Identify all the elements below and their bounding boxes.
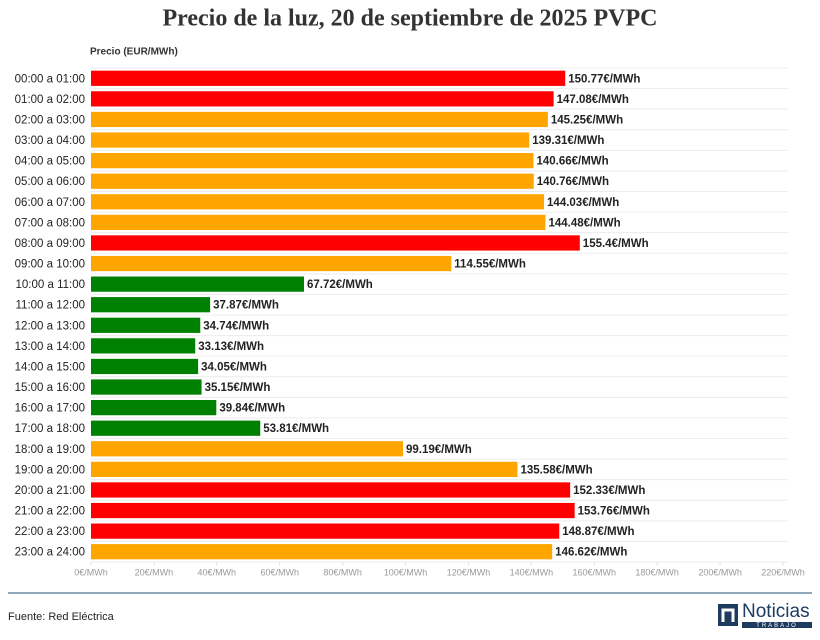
logo-name: Noticias <box>742 601 810 622</box>
x-tick-label: 120€/MWh <box>447 567 491 577</box>
value-label: 150.77€/MWh <box>568 73 640 85</box>
value-label: 144.03€/MWh <box>547 197 619 209</box>
value-label: 153.76€/MWh <box>578 506 650 518</box>
x-tick-label: 200€/MWh <box>698 567 742 577</box>
value-label: 147.08€/MWh <box>557 94 629 106</box>
y-tick-label: 16:00 a 17:00 <box>15 403 85 415</box>
y-tick-label: 10:00 a 11:00 <box>16 279 86 291</box>
bar <box>91 214 546 230</box>
bar <box>91 317 201 333</box>
x-tick-label: 100€/MWh <box>384 567 428 577</box>
y-tick-label: 18:00 a 19:00 <box>15 444 85 456</box>
x-tick-label: 160€/MWh <box>573 567 617 577</box>
y-tick-label: 01:00 a 02:00 <box>15 94 85 106</box>
bar <box>91 153 534 169</box>
axis-label: Precio (EUR/MWh) <box>90 47 178 58</box>
x-tick-label: 220€/MWh <box>761 567 805 577</box>
y-tick-label: 08:00 a 09:00 <box>15 238 85 250</box>
y-tick-label: 17:00 a 18:00 <box>15 423 85 435</box>
bar <box>91 194 545 210</box>
value-label: 155.4€/MWh <box>583 238 649 250</box>
y-tick-label: 23:00 a 24:00 <box>15 547 85 559</box>
value-label: 146.62€/MWh <box>555 547 627 559</box>
y-tick-label: 22:00 a 23:00 <box>15 526 85 538</box>
source: Fuente: Red Eléctrica <box>8 611 115 623</box>
chart-title: Precio de la luz, 20 de septiembre de 20… <box>162 6 657 32</box>
y-tick-label: 14:00 a 15:00 <box>15 361 85 373</box>
x-tick-label: 80€/MWh <box>323 567 362 577</box>
bar <box>91 523 560 539</box>
logo-glyph <box>721 608 735 622</box>
x-tick-label: 0€/MWh <box>74 567 108 577</box>
bar <box>91 400 217 416</box>
y-tick-label: 09:00 a 10:00 <box>15 259 85 271</box>
bar <box>91 502 575 519</box>
y-tick-label: 11:00 a 12:00 <box>16 300 86 312</box>
value-label: 152.33€/MWh <box>573 485 645 497</box>
bar <box>91 338 196 354</box>
y-tick-label: 04:00 a 05:00 <box>15 156 85 168</box>
value-label: 140.76€/MWh <box>537 176 609 188</box>
y-tick-label: 02:00 a 03:00 <box>15 114 85 126</box>
logo-bar <box>742 622 812 628</box>
bar <box>91 255 452 272</box>
value-label: 34.05€/MWh <box>201 361 267 373</box>
x-tick-label: 140€/MWh <box>510 567 554 577</box>
value-label: 148.87€/MWh <box>562 526 634 538</box>
y-tick-label: 07:00 a 08:00 <box>15 217 85 229</box>
bar <box>91 91 554 107</box>
x-tick-label: 60€/MWh <box>260 567 299 577</box>
bar <box>91 358 199 375</box>
bar <box>91 420 261 436</box>
x-tick-label: 180€/MWh <box>635 567 679 577</box>
bar <box>91 441 403 457</box>
y-tick-label: 19:00 a 20:00 <box>15 464 85 476</box>
value-label: 34.74€/MWh <box>203 320 269 332</box>
bar <box>91 276 305 292</box>
bar <box>91 111 548 128</box>
y-tick-label: 05:00 a 06:00 <box>15 176 85 188</box>
value-label: 114.55€/MWh <box>454 259 526 271</box>
y-tick-label: 15:00 a 16:00 <box>15 382 85 394</box>
value-label: 53.81€/MWh <box>263 423 329 435</box>
y-tick-label: 00:00 a 01:00 <box>15 73 85 85</box>
bar <box>91 297 211 313</box>
bar <box>91 235 580 251</box>
value-label: 33.13€/MWh <box>198 341 264 353</box>
bar <box>91 132 530 148</box>
value-label: 139.31€/MWh <box>532 135 604 147</box>
value-label: 39.84€/MWh <box>219 403 285 415</box>
value-label: 67.72€/MWh <box>307 279 373 291</box>
bar <box>91 461 518 477</box>
value-label: 135.58€/MWh <box>520 464 592 476</box>
bar <box>91 379 202 395</box>
y-tick-label: 03:00 a 04:00 <box>15 135 85 147</box>
y-tick-label: 21:00 a 22:00 <box>15 506 85 518</box>
y-tick-label: 20:00 a 21:00 <box>15 485 85 497</box>
bar <box>91 544 553 560</box>
logo-subtitle: TRABAJO <box>756 623 798 629</box>
value-label: 144.48€/MWh <box>548 217 620 229</box>
y-tick-label: 13:00 a 14:00 <box>15 341 85 353</box>
y-tick-label: 06:00 a 07:00 <box>15 197 85 209</box>
value-label: 35.15€/MWh <box>205 382 271 394</box>
x-tick-label: 40€/MWh <box>198 567 237 577</box>
value-label: 140.66€/MWh <box>536 156 608 168</box>
y-tick-label: 12:00 a 13:00 <box>15 320 85 332</box>
logo-icon <box>718 604 738 626</box>
bar <box>91 173 534 189</box>
bar <box>91 482 571 498</box>
bar <box>91 70 566 86</box>
value-label: 145.25€/MWh <box>551 114 623 126</box>
value-label: 37.87€/MWh <box>213 300 279 312</box>
x-tick-label: 20€/MWh <box>135 567 174 577</box>
value-label: 99.19€/MWh <box>406 444 472 456</box>
